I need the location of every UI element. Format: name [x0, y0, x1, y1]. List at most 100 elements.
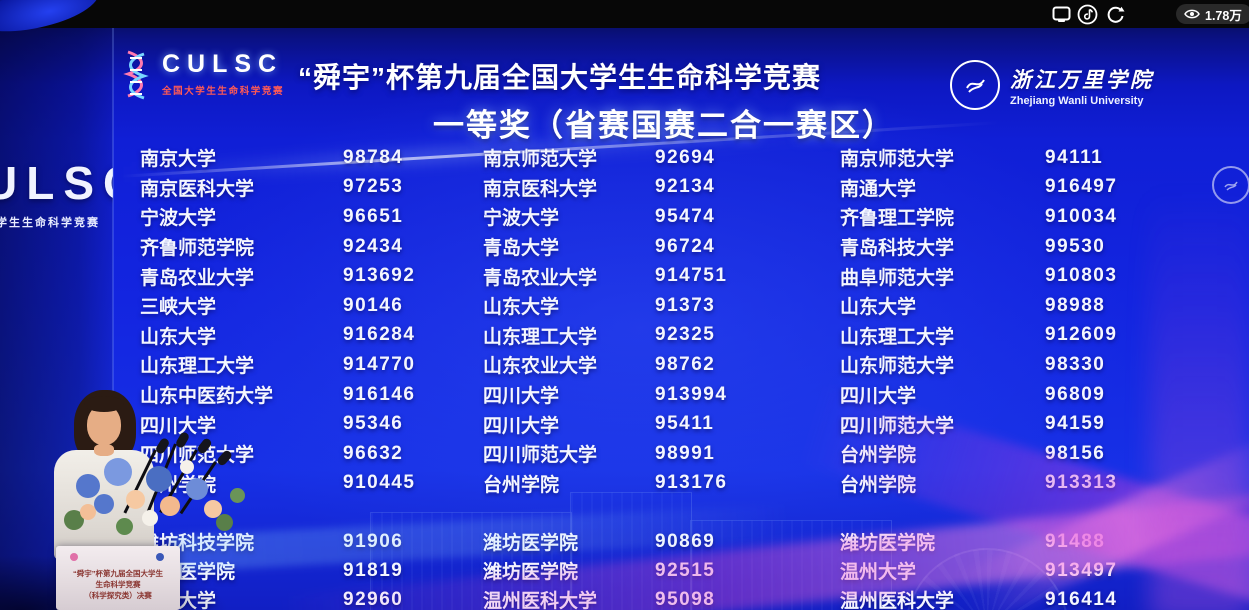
team-number-cell: 99530: [1045, 236, 1156, 258]
university-cell: 南京医科大学: [483, 174, 655, 201]
university-cell: 青岛大学: [483, 233, 655, 260]
university-cell: 山东理工大学: [140, 351, 343, 378]
team-number-cell: 98988: [1045, 295, 1156, 317]
team-number-cell: 913176: [655, 472, 840, 494]
viewer-count-badge[interactable]: 1.78万: [1176, 4, 1249, 24]
flower-arrangement: [68, 452, 244, 556]
wanli-university-logo: 浙江万里学院 Zhejiang Wanli University: [950, 60, 1154, 110]
university-cell: 四川大学: [483, 381, 655, 408]
refresh-icon[interactable]: [1104, 3, 1126, 25]
wanli-emblem-icon: [950, 60, 1000, 110]
university-cell: 齐鲁理工学院: [840, 203, 1045, 230]
team-number-cell: 912609: [1045, 324, 1156, 346]
team-number-cell: 95346: [343, 413, 483, 435]
university-cell: 三峡大学: [140, 292, 343, 319]
team-number-cell: 910445: [343, 472, 483, 494]
side-screen-acronym: ULSC: [0, 156, 113, 210]
university-cell: 四川大学: [483, 411, 655, 438]
table-row: 齐鲁师范学院92434青岛大学96724青岛科技大学99530: [140, 232, 1156, 262]
team-number-cell: 913994: [655, 384, 840, 406]
university-cell: 山东农业大学: [483, 351, 655, 378]
music-note-icon[interactable]: [1076, 3, 1098, 25]
viewer-count: 1.78万: [1205, 5, 1242, 24]
university-cell: 山东师范大学: [840, 351, 1045, 378]
microphone-icon: [175, 431, 191, 449]
screen-mirror-icon[interactable]: [1050, 3, 1072, 25]
university-mini-logo: [156, 553, 164, 561]
university-cell: 宁波大学: [483, 203, 655, 230]
team-number-cell: 92694: [655, 147, 840, 169]
university-cell: 青岛农业大学: [140, 263, 343, 290]
podium-sign: “舜宇”杯第九届全国大学生 生命科学竞赛 （科学探究类）决赛: [56, 546, 180, 610]
speaker-figure: “舜宇”杯第九届全国大学生 生命科学竞赛 （科学探究类）决赛: [0, 380, 320, 610]
side-screen-tagline: 学生生命科学竞赛: [0, 214, 100, 230]
university-cell: 青岛科技大学: [840, 233, 1045, 260]
university-cell: 青岛农业大学: [483, 263, 655, 290]
wanli-name-en: Zhejiang Wanli University: [1010, 95, 1154, 107]
university-cell: 南京医科大学: [140, 174, 343, 201]
team-number-cell: 96632: [343, 443, 483, 465]
team-number-cell: 92434: [343, 236, 483, 258]
player-top-bar: 1.78万: [0, 0, 1249, 28]
livestream-frame: ULSC 学生生命科学竞赛 CULSC 全国大学生生命科学竞赛 “舜宇”杯第九届…: [0, 0, 1249, 610]
university-cell: 曲阜师范大学: [840, 263, 1045, 290]
team-number-cell: 96724: [655, 236, 840, 258]
team-number-cell: 94159: [1045, 413, 1156, 435]
team-number-cell: 914770: [343, 354, 483, 376]
team-number-cell: 98784: [343, 147, 483, 169]
team-number-cell: 91373: [655, 295, 840, 317]
university-cell: 南京师范大学: [483, 144, 655, 171]
culsc-acronym: CULSC: [162, 50, 284, 79]
team-number-cell: 94111: [1045, 147, 1156, 169]
table-row: 三峡大学90146山东大学91373山东大学98988: [140, 291, 1156, 321]
team-number-cell: 916497: [1045, 176, 1156, 198]
eye-icon: [1184, 8, 1200, 20]
table-row: 山东大学916284山东理工大学92325山东理工大学912609: [140, 321, 1156, 351]
table-row: 山东理工大学914770山东农业大学98762山东师范大学98330: [140, 350, 1156, 380]
university-cell: 南通大学: [840, 174, 1045, 201]
team-number-cell: 95474: [655, 206, 840, 228]
podium-line1: “舜宇”杯第九届全国大学生: [56, 568, 180, 579]
wanli-name-zh: 浙江万里学院: [1010, 64, 1154, 94]
team-number-cell: 98762: [655, 354, 840, 376]
dna-helix-icon: [120, 50, 154, 102]
team-number-cell: 916146: [343, 384, 483, 406]
university-cell: 山东大学: [140, 322, 343, 349]
team-number-cell: 98330: [1045, 354, 1156, 376]
university-cell: 山东理工大学: [840, 322, 1045, 349]
university-cell: 台州学院: [483, 470, 655, 497]
culsc-tagline: 全国大学生生命科学竞赛: [162, 83, 284, 97]
culsc-logo: CULSC 全国大学生生命科学竞赛: [120, 50, 284, 102]
culsc-mini-logo: [70, 553, 78, 561]
table-row: 青岛农业大学913692青岛农业大学914751曲阜师范大学910803: [140, 261, 1156, 291]
team-number-cell: 910034: [1045, 206, 1156, 228]
team-number-cell: 914751: [655, 265, 840, 287]
team-number-cell: 913692: [343, 265, 483, 287]
team-number-cell: 96809: [1045, 384, 1156, 406]
university-cell: 山东大学: [840, 292, 1045, 319]
team-number-cell: 96651: [343, 206, 483, 228]
team-number-cell: 90146: [343, 295, 483, 317]
university-cell: 南京大学: [140, 144, 343, 171]
university-cell: 齐鲁师范学院: [140, 233, 343, 260]
team-number-cell: 97253: [343, 176, 483, 198]
team-number-cell: 92134: [655, 176, 840, 198]
magenta-light-beam: [1150, 190, 1249, 610]
team-number-cell: 916284: [343, 324, 483, 346]
team-number-cell: 910803: [1045, 265, 1156, 287]
slide-title: “舜宇”杯第九届全国大学生生命科学竞赛: [298, 56, 821, 96]
award-heading: 一等奖（省赛国赛二合一赛区）: [433, 100, 895, 145]
table-row: 南京医科大学97253南京医科大学92134南通大学916497: [140, 173, 1156, 203]
university-cell: 南京师范大学: [840, 144, 1045, 171]
speaker-fringe: [84, 396, 124, 412]
team-number-cell: 92325: [655, 324, 840, 346]
university-cell: 山东大学: [483, 292, 655, 319]
university-cell: 山东理工大学: [483, 322, 655, 349]
team-number-cell: 916414: [1045, 589, 1156, 610]
table-row: 宁波大学96651宁波大学95474齐鲁理工学院910034: [140, 202, 1156, 232]
podium-line3: （科学探究类）决赛: [56, 590, 180, 601]
university-cell: 四川师范大学: [483, 440, 655, 467]
podium-line2: 生命科学竞赛: [56, 579, 180, 590]
table-row: 南京大学98784南京师范大学92694南京师范大学94111: [140, 143, 1156, 173]
university-cell: 宁波大学: [140, 203, 343, 230]
